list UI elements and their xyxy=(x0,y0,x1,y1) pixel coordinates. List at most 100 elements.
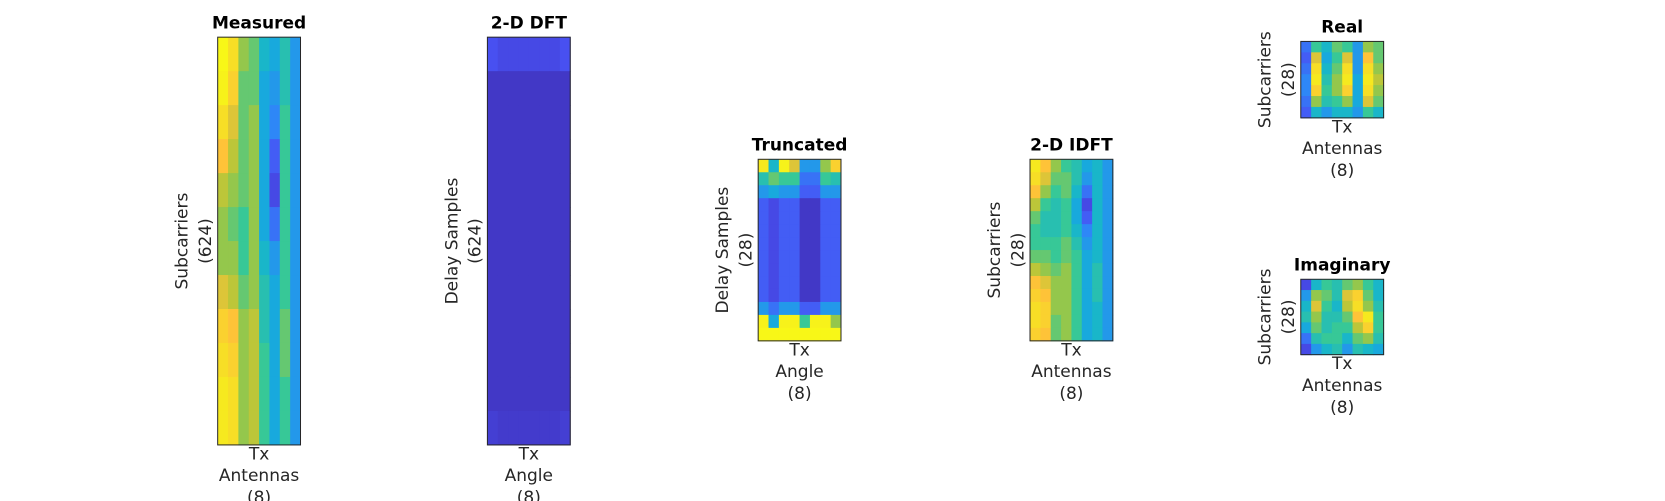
heatmap-cell xyxy=(1373,74,1385,86)
heatmap-cell xyxy=(1362,300,1374,313)
heatmap-cell xyxy=(778,327,790,342)
heatmap-cell xyxy=(497,342,509,378)
heatmap-cell xyxy=(768,327,780,342)
heatmap-cell xyxy=(1300,85,1312,97)
heatmap-cell xyxy=(238,105,250,140)
heatmap-cell xyxy=(1071,314,1083,329)
heatmap-cell xyxy=(559,139,571,174)
heatmap-cell xyxy=(799,185,811,199)
heatmap-cell xyxy=(508,309,519,344)
heatmap-cell xyxy=(1300,300,1312,313)
heatmap-cell xyxy=(508,173,519,208)
heatmap-cell xyxy=(1071,276,1083,290)
heatmap-cell xyxy=(768,159,780,173)
heatmap-cell xyxy=(269,173,281,208)
heatmap-cell xyxy=(518,71,530,106)
heatmap-cell xyxy=(1071,327,1083,342)
heatmap-cell xyxy=(559,105,571,140)
heatmap-cell xyxy=(1050,211,1062,225)
y-axis-label: Subcarriers xyxy=(985,202,1005,299)
heatmap-cell xyxy=(758,198,770,212)
heatmap-cell xyxy=(799,237,811,251)
heatmap-cell xyxy=(217,241,229,276)
heatmap-cell xyxy=(1331,52,1343,64)
heatmap-cell xyxy=(1311,106,1322,119)
heatmap-cell xyxy=(279,207,291,242)
heatmap-cell xyxy=(1300,322,1312,334)
heatmap-cell xyxy=(228,105,239,140)
heatmap-cell xyxy=(1300,96,1312,108)
heatmap-cell xyxy=(809,263,821,277)
heatmap-cell xyxy=(1102,159,1114,173)
heatmap-cell xyxy=(269,71,281,106)
heatmap-cell xyxy=(1300,74,1312,86)
heatmap-cell xyxy=(1362,106,1374,119)
x-axis-label: Tx xyxy=(518,444,539,464)
heatmap-cell xyxy=(238,173,250,208)
axes-box xyxy=(757,158,842,342)
x-axis-label: (8) xyxy=(1059,384,1083,404)
heatmap-cell xyxy=(830,159,842,173)
heatmap-cell xyxy=(1071,211,1083,225)
heatmap-cell xyxy=(809,301,821,316)
heatmap-cell xyxy=(539,71,551,106)
heatmap-cell xyxy=(487,105,499,140)
heatmap-cell xyxy=(768,211,780,225)
heatmap-cell xyxy=(1342,63,1354,75)
heatmap-cell xyxy=(768,198,780,212)
heatmap-cell xyxy=(238,139,250,174)
y-axis-label: (28) xyxy=(1008,233,1028,268)
heatmap-cell xyxy=(1050,224,1062,238)
heatmap-cell xyxy=(1311,96,1322,108)
heatmap-cell xyxy=(217,342,229,378)
heatmap-cell xyxy=(487,241,499,276)
heatmap-cell xyxy=(290,139,302,174)
heatmap-cell xyxy=(1050,314,1062,329)
heatmap-cell xyxy=(809,159,821,173)
heatmap-cell xyxy=(1092,288,1103,303)
heatmap-cell xyxy=(809,314,821,329)
heatmap-cell xyxy=(1071,288,1083,303)
heatmap-cell xyxy=(789,224,801,238)
heatmap-cell xyxy=(1081,172,1093,186)
heatmap-cell xyxy=(1342,311,1354,323)
heatmap-cell xyxy=(259,207,270,242)
heatmap-cell xyxy=(830,172,842,186)
heatmap-cell xyxy=(487,376,499,412)
heatmap-cell xyxy=(1040,224,1052,238)
heatmap-cell xyxy=(539,241,551,276)
heatmap-cell xyxy=(1092,327,1103,342)
heatmap-cell xyxy=(528,207,540,242)
heatmap-cell xyxy=(820,237,832,251)
heatmap-cell xyxy=(1081,327,1093,342)
heatmap-cell xyxy=(1030,301,1041,316)
heatmap-cell xyxy=(1102,288,1114,303)
heatmap-cell xyxy=(758,224,770,238)
heatmap-cell xyxy=(1373,290,1385,302)
heatmap-cell xyxy=(1300,343,1312,356)
panel-title: Measured xyxy=(212,13,306,33)
heatmap-cell xyxy=(248,105,260,140)
heatmap-cell xyxy=(1321,41,1333,53)
heatmap-cell xyxy=(238,275,250,310)
heatmap-cell xyxy=(508,71,519,106)
heatmap-cell xyxy=(1342,333,1354,345)
panel-title: Imaginary xyxy=(1294,255,1391,275)
heatmap-cell xyxy=(1071,237,1083,251)
heatmap-cell xyxy=(830,237,842,251)
heatmap-cell xyxy=(518,241,530,276)
heatmap-cell xyxy=(1050,288,1062,303)
heatmap-cell xyxy=(1071,250,1083,264)
heatmap-cell xyxy=(1050,237,1062,251)
heatmap-cell xyxy=(1373,63,1385,75)
heatmap-cell xyxy=(238,241,250,276)
heatmap-cell xyxy=(1050,185,1062,199)
heatmap-cell xyxy=(809,211,821,225)
heatmap-cell xyxy=(217,105,229,140)
heatmap-cell xyxy=(1300,333,1312,345)
heatmap-cell xyxy=(1061,198,1072,212)
heatmap-cell xyxy=(1331,300,1343,313)
heatmap-cell xyxy=(248,376,260,412)
